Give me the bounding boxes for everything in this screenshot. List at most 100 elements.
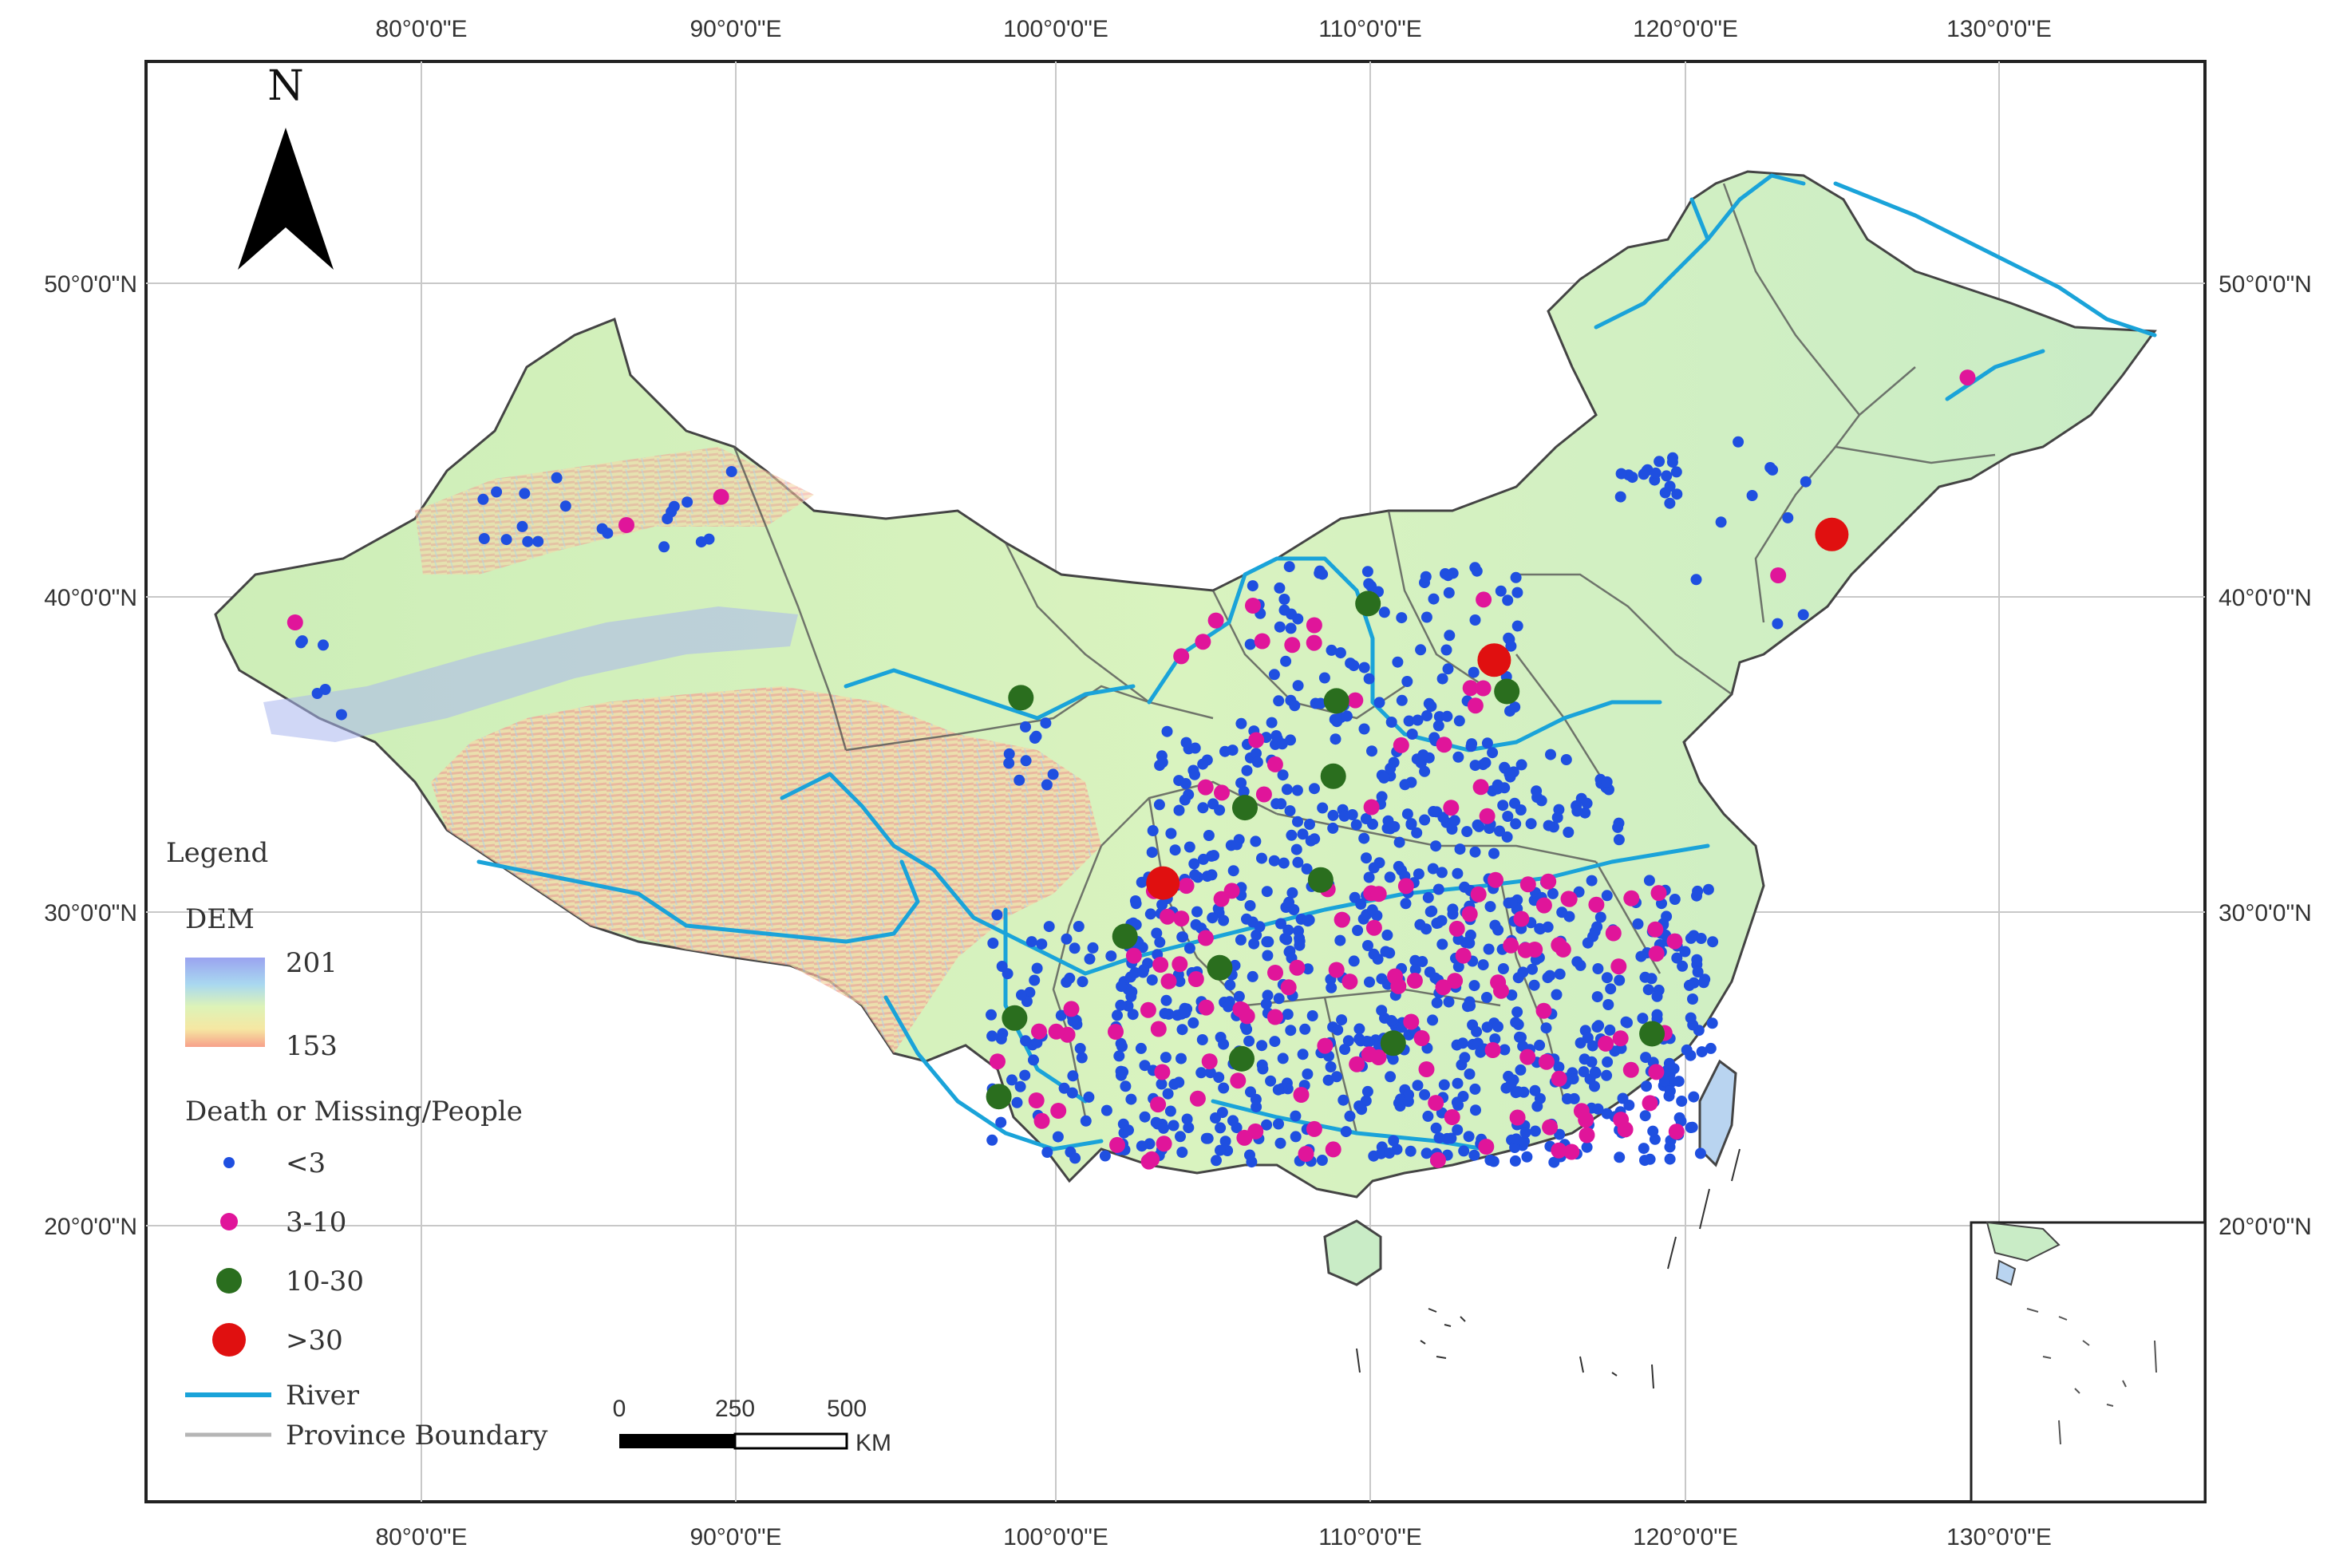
event-marker-lt3	[1317, 568, 1329, 580]
event-marker-lt3	[1481, 1021, 1493, 1033]
event-marker-lt3	[1180, 737, 1192, 748]
event-marker-lt3	[1553, 1061, 1565, 1073]
event-marker-lt3	[1590, 1067, 1602, 1079]
event-marker-3-10	[1455, 947, 1472, 964]
event-marker-lt3	[1440, 644, 1452, 656]
scale-label: 250	[715, 1396, 755, 1422]
event-marker-lt3	[1542, 972, 1554, 984]
event-marker-3-10	[1612, 1030, 1629, 1047]
event-marker-lt3	[1159, 1008, 1171, 1020]
event-marker-lt3	[1527, 963, 1538, 975]
event-marker-lt3	[1581, 797, 1593, 809]
event-marker-3-10	[1561, 891, 1578, 907]
event-marker-lt3	[1197, 758, 1209, 770]
event-marker-lt3	[1402, 1096, 1414, 1108]
scale-label: 0	[613, 1396, 626, 1422]
event-marker-3-10	[1370, 886, 1387, 902]
event-marker-lt3	[1358, 723, 1370, 735]
event-marker-lt3	[1040, 717, 1052, 729]
event-marker-lt3	[1579, 1053, 1590, 1065]
north-arrow-icon	[238, 128, 334, 270]
event-marker-lt3	[1420, 611, 1432, 623]
event-marker-lt3	[1183, 841, 1195, 853]
event-marker-3-10	[1173, 648, 1190, 665]
event-marker-lt3	[1511, 1006, 1523, 1018]
event-marker-lt3	[1112, 1009, 1123, 1021]
event-marker-3-10	[1267, 965, 1283, 981]
event-marker-lt3	[1200, 1132, 1212, 1144]
legend-title: Legend	[166, 837, 268, 869]
event-marker-lt3	[1331, 1071, 1342, 1083]
event-marker-lt3	[1489, 1033, 1501, 1045]
event-marker-lt3	[1484, 823, 1496, 835]
event-marker-lt3	[1340, 1126, 1352, 1138]
event-marker-3-10	[1341, 974, 1358, 990]
event-marker-lt3	[1274, 582, 1286, 594]
event-marker-lt3	[1472, 819, 1484, 831]
event-marker-3-10	[990, 1053, 1006, 1070]
event-marker-lt3	[1294, 939, 1306, 951]
event-marker-lt3	[1593, 1020, 1605, 1032]
event-marker-lt3	[1161, 725, 1173, 737]
event-marker-3-10	[1230, 1072, 1247, 1089]
event-marker-lt3	[1613, 834, 1625, 846]
event-marker-lt3	[1156, 1078, 1168, 1090]
dem-low-label: 153	[286, 1030, 338, 1062]
event-marker-lt3	[1061, 933, 1073, 945]
event-marker-3-10	[1108, 1024, 1124, 1040]
event-marker-lt3	[1160, 994, 1172, 1006]
event-marker-3-10	[1579, 1127, 1595, 1143]
event-marker-lt3	[1706, 1017, 1718, 1029]
event-marker-lt3	[596, 523, 608, 535]
event-marker-lt3	[1250, 835, 1262, 847]
event-marker-lt3	[1362, 940, 1373, 951]
event-marker-lt3	[1509, 1142, 1521, 1153]
event-marker-lt3	[662, 513, 674, 525]
event-marker-lt3	[1458, 1145, 1470, 1157]
event-marker-lt3	[1256, 852, 1267, 864]
event-marker-lt3	[1074, 1043, 1086, 1054]
event-marker-3-10	[1519, 876, 1536, 893]
event-marker-3-10	[1150, 1021, 1167, 1037]
event-marker-lt3	[1547, 887, 1559, 899]
event-marker-lt3	[1677, 960, 1689, 972]
event-marker-lt3	[1302, 915, 1314, 927]
event-marker-lt3	[1268, 669, 1280, 681]
event-marker-lt3	[1326, 644, 1338, 656]
event-marker-3-10	[1063, 1001, 1080, 1017]
event-marker-lt3	[1481, 737, 1493, 749]
event-marker-lt3	[1227, 865, 1239, 877]
event-marker-3-10	[1198, 999, 1215, 1016]
event-marker-lt3	[1087, 942, 1099, 954]
event-marker-lt3	[1274, 621, 1286, 633]
event-marker-lt3	[1668, 1063, 1680, 1075]
event-marker-lt3	[1430, 1122, 1442, 1134]
event-marker-lt3	[1076, 1052, 1088, 1064]
event-marker-lt3	[1292, 680, 1304, 692]
event-marker-lt3	[1165, 827, 1177, 839]
event-marker-lt3	[1283, 561, 1295, 573]
event-marker-lt3	[1254, 921, 1266, 933]
event-marker-3-10	[1306, 634, 1322, 651]
event-marker-lt3	[1247, 970, 1258, 982]
event-marker-3-10	[1028, 1092, 1045, 1108]
event-marker-lt3	[1047, 768, 1059, 780]
event-marker-lt3	[1345, 658, 1357, 669]
tianshan-terrain	[415, 447, 814, 575]
event-marker-lt3	[1510, 571, 1522, 583]
event-marker-3-10	[618, 517, 634, 533]
event-marker-lt3	[1327, 809, 1339, 821]
event-marker-lt3	[1635, 950, 1647, 962]
event-marker-lt3	[1125, 1093, 1137, 1105]
event-marker-lt3	[1284, 805, 1296, 817]
event-marker-lt3	[1405, 818, 1417, 830]
event-marker-lt3	[1578, 1066, 1590, 1078]
event-marker-3-10	[1430, 1151, 1446, 1168]
event-marker-3-10	[1349, 1056, 1365, 1072]
event-marker-lt3	[1363, 673, 1375, 685]
event-marker-3-10	[1031, 1023, 1047, 1040]
event-marker-lt3	[1529, 1125, 1541, 1137]
event-marker-lt3	[1113, 1050, 1125, 1062]
event-marker-3-10	[1444, 1109, 1460, 1125]
event-marker-lt3	[1582, 1032, 1594, 1044]
